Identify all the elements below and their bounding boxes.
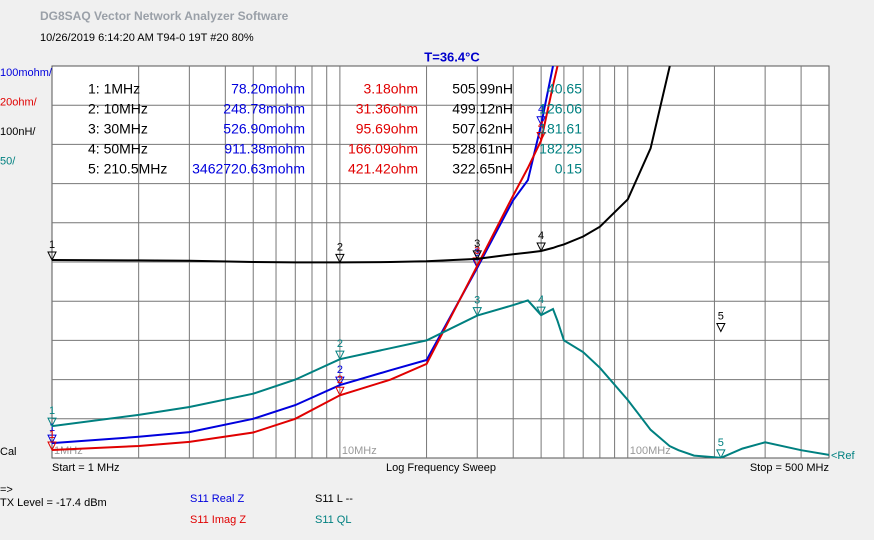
marker-triangle [716,323,726,333]
marker-readout: 421.42ohm [348,161,418,177]
marker-number: 2 [337,364,343,376]
marker-number: 5 [718,437,724,449]
legend-entry: S11 Imag Z [190,514,246,526]
marker-readout: 322.65nH [452,161,513,177]
marker-triangle [536,116,546,126]
marker-readout: 499.12nH [452,101,513,117]
marker-readout: 78.20mohm [231,81,305,97]
x-tick-label: 1MHz [54,445,83,457]
legend-entry: S11 Real Z [190,493,244,505]
marker-readout: 505.99nH [452,81,513,97]
marker-number: 2 [337,338,343,350]
marker-triangle [335,386,345,397]
stop-label: Stop = 500 MHz [750,462,829,474]
sweep-info: 10/26/2019 6:14:20 AM T94-0 19T #20 80% [40,32,254,44]
marker-readout: 0.15 [555,161,582,177]
marker-readout: 507.62nH [452,121,513,137]
marker-readout: 3: 30MHz [88,121,148,137]
scale-label: 100mohm/ [0,67,53,79]
scale-label: 50/ [0,155,16,167]
reference-label: Cal [0,446,17,458]
marker-triangle [47,417,57,428]
marker-number: 3 [474,247,480,259]
marker-triangle [47,434,57,445]
tx-level: TX Level = -17.4 dBm [0,497,107,509]
marker-readout: 4: 50MHz [88,141,148,157]
legend-entry: S11 L -- [315,493,353,505]
sweep-label: Log Frequency Sweep [386,462,496,474]
marker-readout: 1: 1MHz [88,81,140,97]
start-label: Start = 1 MHz [52,462,120,474]
x-tick-label: 100MHz [630,445,671,457]
marker-number: 1 [49,429,55,441]
marker-triangle [47,251,57,262]
marker-readout: 126.06 [539,101,582,117]
marker-readout: 40.65 [547,81,582,97]
marker-triangle [536,306,546,317]
marker-triangle [335,376,345,387]
marker-readout: 528.61nH [452,141,513,157]
marker-readout: 31.36ohm [356,101,418,117]
marker-readout: 3462720.63mohm [192,161,305,177]
marker-number: 4 [538,119,544,131]
trace [52,66,559,451]
marker-readout: 181.61 [539,121,582,137]
marker-number: 4 [538,104,544,116]
marker-number: 2 [337,241,343,253]
marker-number: 2 [337,374,343,386]
marker-readout: 3.18ohm [364,81,418,97]
marker-triangle [472,250,483,260]
marker-number: 4 [538,230,544,242]
marker-number: 3 [474,295,480,307]
marker-number: 5 [718,310,724,322]
marker-readout: 95.69ohm [356,121,418,137]
marker-triangle [335,350,345,361]
marker-number: 4 [538,294,544,306]
marker-triangle [536,131,546,142]
ref-marker: <Ref [831,450,855,462]
marker-number: 1 [49,422,55,434]
status-arrow: => [0,484,13,496]
scale-label: 100nH/ [0,126,36,138]
legend-entry: S11 QL [315,514,352,526]
marker-readout: 248.78mohm [223,101,305,117]
marker-triangle [536,242,546,253]
marker-triangle [335,253,345,264]
app-title: DG8SAQ Vector Network Analyzer Software [40,9,289,23]
marker-readout: 911.38mohm [224,141,305,157]
trace [52,299,829,458]
marker-readout: 526.90mohm [223,121,305,137]
marker-readout: 166.09ohm [348,141,418,157]
marker-number: 1 [49,239,55,251]
marker-triangle [716,449,726,460]
trace [52,66,554,445]
x-tick-label: 10MHz [342,445,377,457]
marker-number: 3 [474,238,480,250]
marker-readout: 5: 210.5MHz [88,161,167,177]
marker-triangle [47,441,57,452]
scale-label: 20ohm/ [0,96,38,108]
marker-readout: 182.25 [539,141,582,157]
marker-number: 1 [49,405,55,417]
marker-readout: 2: 10MHz [88,101,148,117]
marker-triangle [472,307,483,317]
temperature: T=36.4°C [424,49,480,64]
